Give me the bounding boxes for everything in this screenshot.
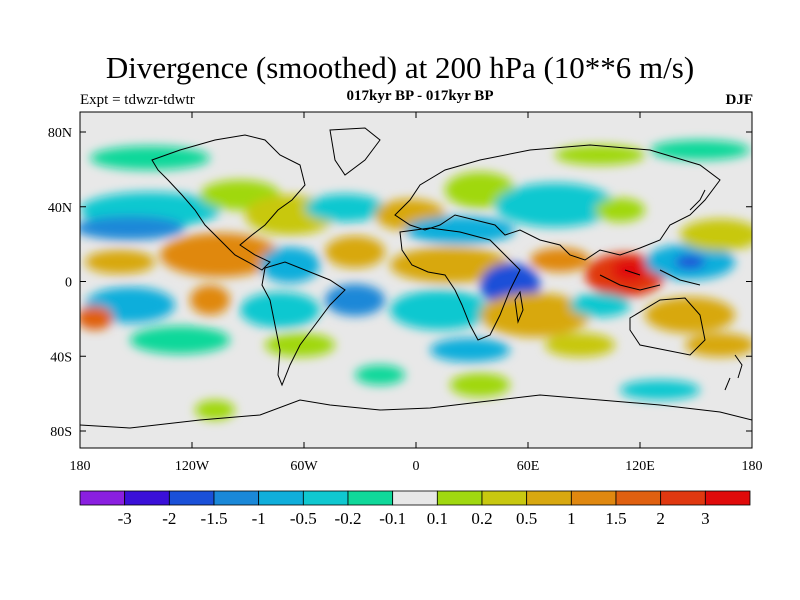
lon-tick-label: 60W bbox=[290, 459, 318, 474]
colorbar-swatch bbox=[79, 490, 126, 506]
colorbar-swatch bbox=[124, 490, 170, 506]
lon-tick-label: 180 bbox=[742, 459, 763, 474]
colorbar-swatch bbox=[526, 490, 572, 506]
coast-north-america bbox=[151, 134, 306, 271]
colorbar: -3 -2 -1.5 -1 -0.5 -0.2 -0.1 0.1 0.2 0.5 1 1.5 2 3 bbox=[79, 490, 751, 528]
longitude-axis: 180 120W 60W 0 60E 120E 180 bbox=[70, 112, 763, 474]
period-label: 017kyr BP - 017kyr BP bbox=[346, 88, 494, 104]
colorbar-label: -0.5 bbox=[290, 509, 317, 528]
map-title: Divergence (smoothed) at 200 hPa (10**6 … bbox=[105, 50, 695, 85]
divergence-field bbox=[80, 140, 752, 420]
colorbar-swatch bbox=[213, 490, 260, 506]
colorbar-swatch bbox=[258, 490, 304, 506]
lat-tick-label: 80N bbox=[48, 126, 72, 141]
colorbar-label: -1.5 bbox=[201, 509, 228, 528]
lon-tick-label: 120W bbox=[175, 459, 210, 474]
coast-australia bbox=[629, 297, 706, 356]
lon-tick-label: 0 bbox=[413, 459, 420, 474]
colorbar-label: 0.1 bbox=[427, 509, 448, 528]
coast-greenland bbox=[329, 127, 381, 176]
lon-tick-label: 60E bbox=[517, 459, 540, 474]
coast-madagascar bbox=[514, 290, 524, 324]
colorbar-swatch bbox=[168, 490, 215, 506]
colorbar-label: 0.2 bbox=[471, 509, 492, 528]
colorbar-label: -2 bbox=[162, 509, 176, 528]
experiment-label: Expt = tdwzr-tdwtr bbox=[80, 92, 195, 108]
lat-tick-label: 40S bbox=[50, 350, 72, 365]
colorbar-label: -0.2 bbox=[335, 509, 362, 528]
colorbar-swatch bbox=[392, 490, 438, 506]
coast-new-zealand bbox=[724, 354, 743, 391]
lat-tick-label: 0 bbox=[65, 276, 72, 291]
lon-tick-label: 120E bbox=[625, 459, 655, 474]
colorbar-swatch bbox=[347, 490, 394, 506]
colorbar-swatch bbox=[436, 490, 483, 506]
season-label: DJF bbox=[725, 92, 754, 108]
colorbar-label: 1.5 bbox=[605, 509, 626, 528]
coast-indonesia bbox=[599, 269, 701, 291]
lon-tick-label: 180 bbox=[70, 459, 91, 474]
coast-japan bbox=[689, 189, 706, 211]
colorbar-label: -1 bbox=[252, 509, 266, 528]
lat-tick-label: 40N bbox=[48, 201, 72, 216]
coast-antarctica bbox=[80, 394, 752, 429]
colorbar-label: -3 bbox=[118, 509, 132, 528]
colorbar-swatch bbox=[615, 490, 662, 506]
colorbar-swatch bbox=[481, 490, 528, 506]
colorbar-swatch bbox=[660, 490, 706, 506]
colorbar-swatch bbox=[302, 490, 349, 506]
coast-south-america bbox=[261, 261, 346, 387]
colorbar-label: 0.5 bbox=[516, 509, 537, 528]
colorbar-label: -0.1 bbox=[379, 509, 406, 528]
latitude-axis: 80N 40N 0 40S 80S bbox=[48, 126, 752, 440]
colorbar-label: 3 bbox=[701, 509, 710, 528]
coastlines bbox=[80, 127, 752, 429]
colorbar-swatch bbox=[570, 490, 617, 506]
colorbar-label: 2 bbox=[656, 509, 665, 528]
colorbar-swatch bbox=[704, 490, 751, 506]
lat-tick-label: 80S bbox=[50, 425, 72, 440]
colorbar-label: 1 bbox=[567, 509, 576, 528]
coast-eurasia bbox=[394, 144, 721, 261]
coast-africa bbox=[399, 227, 521, 341]
